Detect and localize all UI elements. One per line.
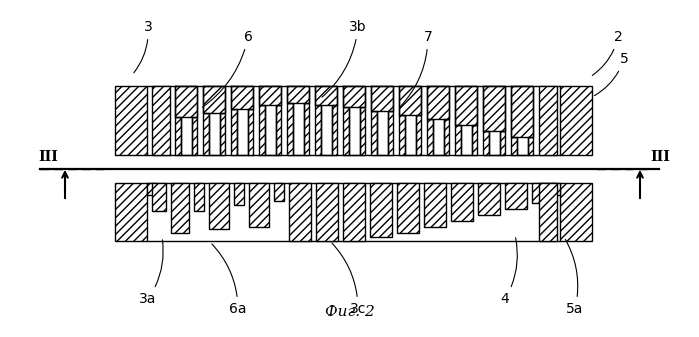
Bar xyxy=(343,86,365,107)
Bar xyxy=(287,86,309,103)
Bar xyxy=(194,183,204,211)
Bar xyxy=(560,183,592,241)
Text: 7: 7 xyxy=(400,30,433,107)
Bar xyxy=(399,115,405,155)
Bar xyxy=(343,107,349,155)
Text: 4: 4 xyxy=(500,238,517,306)
Bar xyxy=(478,183,500,215)
Text: 6a: 6a xyxy=(212,244,247,316)
Bar xyxy=(532,183,554,203)
Bar xyxy=(175,117,180,155)
Bar xyxy=(399,86,421,115)
Bar xyxy=(359,107,365,155)
Text: 6: 6 xyxy=(202,30,252,108)
Text: 5: 5 xyxy=(594,52,628,96)
Bar xyxy=(427,86,449,119)
Bar xyxy=(231,109,236,155)
Bar xyxy=(209,183,229,229)
Bar xyxy=(397,183,419,233)
Bar xyxy=(259,86,281,105)
Bar xyxy=(115,183,147,241)
Bar xyxy=(259,105,264,155)
Bar xyxy=(472,125,477,155)
Bar xyxy=(511,86,533,137)
Bar xyxy=(539,183,557,241)
Text: 5a: 5a xyxy=(565,239,584,316)
Bar xyxy=(560,86,592,155)
Text: 3: 3 xyxy=(134,20,152,73)
Bar xyxy=(331,105,337,155)
Bar xyxy=(552,183,560,195)
Text: 2: 2 xyxy=(592,30,622,75)
Bar xyxy=(152,183,166,211)
Bar xyxy=(247,109,253,155)
Bar xyxy=(147,183,155,195)
Bar xyxy=(219,113,225,155)
Bar xyxy=(175,86,197,117)
Bar xyxy=(455,125,461,155)
Bar xyxy=(315,86,337,105)
Bar xyxy=(343,183,365,241)
Text: Фиг. 2: Фиг. 2 xyxy=(325,305,375,319)
Text: 3a: 3a xyxy=(139,240,163,306)
Bar xyxy=(427,119,433,155)
Bar xyxy=(249,183,269,227)
Bar xyxy=(203,86,225,113)
Bar xyxy=(303,103,309,155)
Bar xyxy=(315,105,321,155)
Bar xyxy=(371,86,393,111)
Text: 3c: 3c xyxy=(332,243,366,316)
Bar xyxy=(505,183,527,209)
Text: 3b: 3b xyxy=(322,20,367,97)
Bar xyxy=(171,183,189,233)
Bar xyxy=(443,119,449,155)
Bar xyxy=(415,115,421,155)
Bar xyxy=(275,105,281,155)
Bar xyxy=(483,86,505,131)
Bar xyxy=(274,183,284,201)
Bar xyxy=(152,86,170,155)
Bar xyxy=(483,131,489,155)
Bar xyxy=(203,113,208,155)
Bar xyxy=(231,86,253,109)
Bar xyxy=(234,183,244,205)
Bar xyxy=(455,86,477,125)
Bar xyxy=(424,183,446,227)
Bar xyxy=(500,131,505,155)
Bar xyxy=(528,137,533,155)
Text: III: III xyxy=(650,150,670,164)
Bar xyxy=(451,183,473,221)
Bar xyxy=(289,183,311,241)
Bar xyxy=(371,111,377,155)
Bar xyxy=(316,183,338,241)
Bar xyxy=(115,86,147,155)
Bar xyxy=(287,103,292,155)
Bar xyxy=(370,183,392,237)
Bar xyxy=(192,117,197,155)
Bar xyxy=(387,111,393,155)
Bar xyxy=(539,86,557,155)
Text: III: III xyxy=(38,150,58,164)
Bar xyxy=(511,137,517,155)
